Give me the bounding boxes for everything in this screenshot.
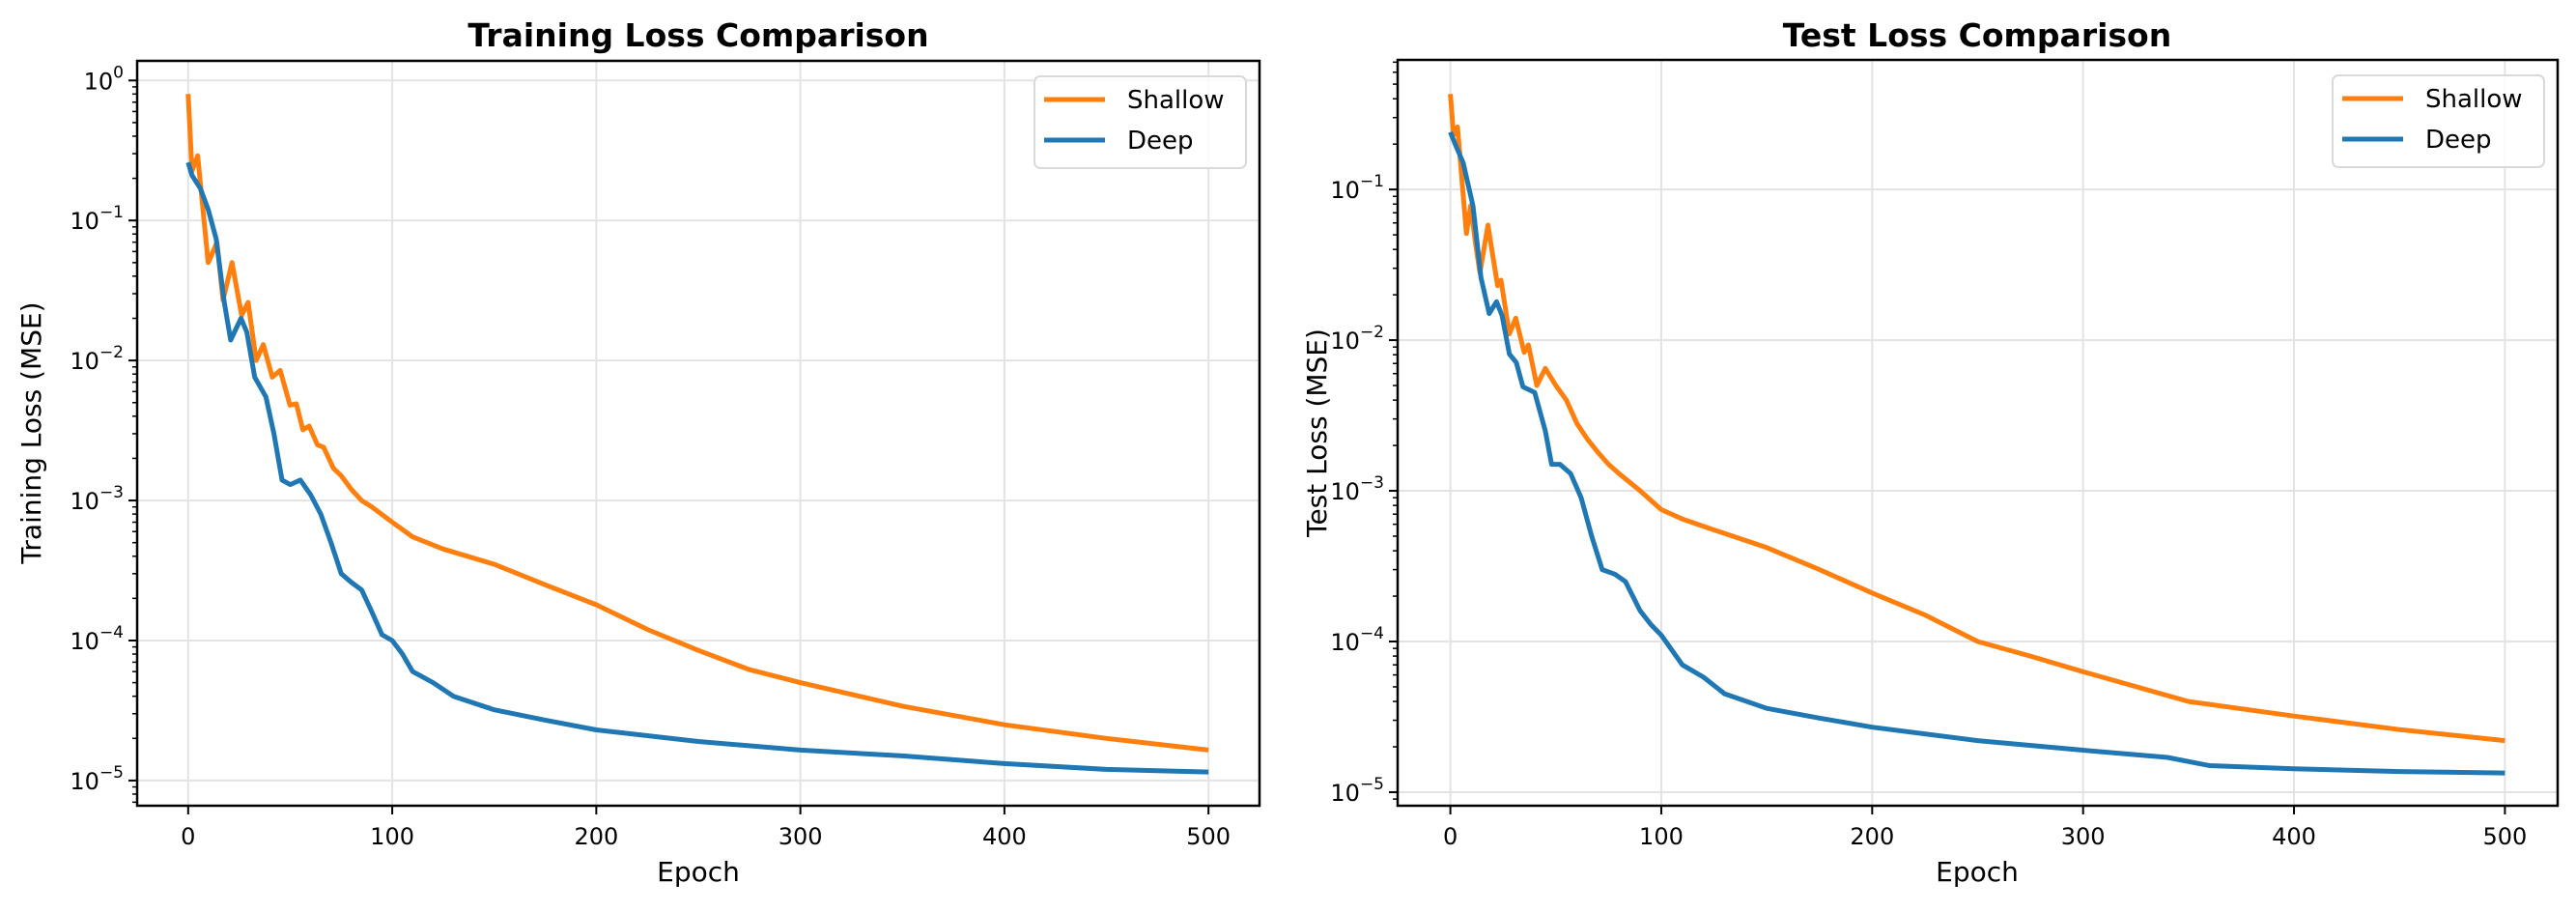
x-tick-label: 300 xyxy=(778,823,823,850)
y-tick-label: 10−5 xyxy=(70,763,124,795)
y-tick-label: 10−5 xyxy=(1330,775,1384,807)
chart-title: Training Loss Comparison xyxy=(467,16,928,54)
y-tick-label: 10−4 xyxy=(70,623,124,655)
chart-title: Test Loss Comparison xyxy=(1783,16,2171,54)
legend-label-shallow: Shallow xyxy=(2425,85,2523,114)
x-tick-label: 500 xyxy=(1186,823,1231,850)
y-tick-label: 10−3 xyxy=(1330,473,1384,505)
x-tick-label: 400 xyxy=(2272,823,2316,850)
series-line-deep xyxy=(185,161,1209,775)
x-tick-label: 100 xyxy=(370,823,414,850)
series-line-deep xyxy=(1448,130,2505,776)
axes-frame xyxy=(135,59,1261,808)
legend-label-deep: Deep xyxy=(1127,127,1194,156)
x-tick-label: 200 xyxy=(1850,823,1894,850)
x-tick-label: 0 xyxy=(181,823,195,850)
x-tick-label: 0 xyxy=(1443,823,1458,850)
y-tick-label: 10−2 xyxy=(1330,323,1384,355)
series-line-shallow xyxy=(1448,94,2505,744)
training-loss-panel: Training Loss Comparison Epoch Training … xyxy=(15,16,1261,888)
x-tick-label: 200 xyxy=(574,823,618,850)
legend: Shallow Deep xyxy=(1033,75,1247,169)
y-tick-label: 10−1 xyxy=(1330,172,1384,204)
series-line-shallow xyxy=(185,94,1209,753)
y-tick-label: 100 xyxy=(84,63,124,95)
x-tick-label: 400 xyxy=(982,823,1027,850)
legend-label-shallow: Shallow xyxy=(1127,86,1225,115)
x-tick-label: 500 xyxy=(2483,823,2528,850)
y-axis-label: Test Loss (MSE) xyxy=(1301,328,1333,538)
axes-frame xyxy=(1396,58,2560,808)
legend: Shallow Deep xyxy=(2332,74,2545,168)
y-tick-label: 10−2 xyxy=(70,343,124,375)
x-axis-label: Epoch xyxy=(1936,856,2019,888)
y-tick-label: 10−1 xyxy=(70,203,124,235)
y-axis-label: Training Loss (MSE) xyxy=(15,301,47,564)
y-tick-label: 10−4 xyxy=(1330,624,1384,656)
x-tick-label: 100 xyxy=(1639,823,1684,850)
y-tick-label: 10−3 xyxy=(70,483,124,515)
x-axis-label: Epoch xyxy=(657,856,740,888)
test-loss-panel: Test Loss Comparison Epoch Test Loss (MS… xyxy=(1301,16,2560,888)
legend-label-deep: Deep xyxy=(2425,126,2492,155)
x-tick-label: 300 xyxy=(2061,823,2106,850)
